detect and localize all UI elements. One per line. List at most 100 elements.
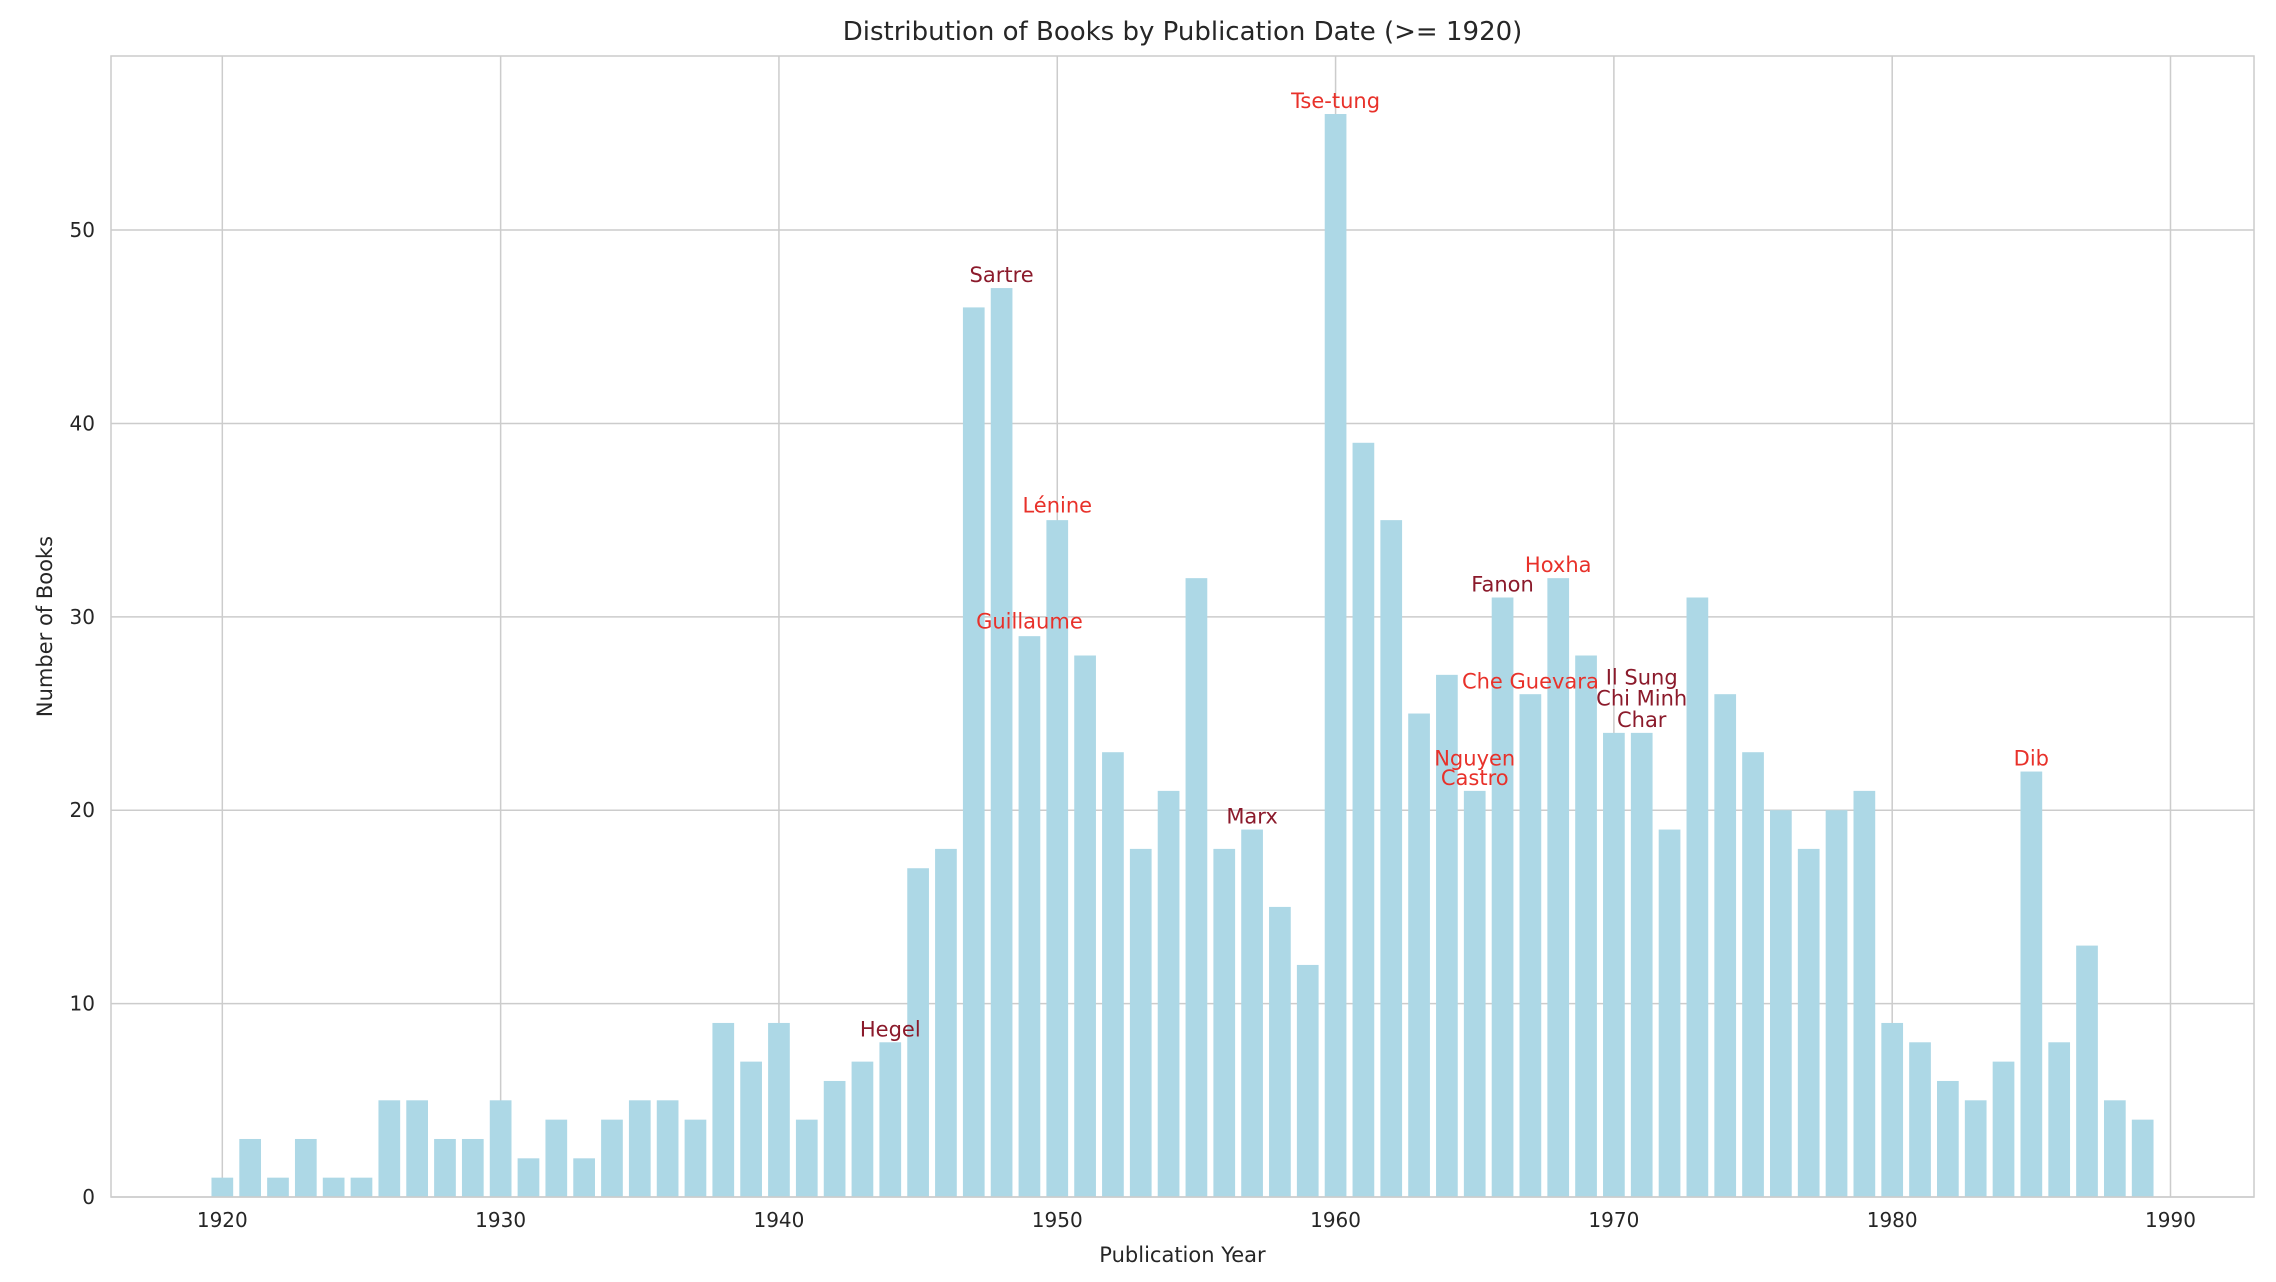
bar [1408, 713, 1430, 1197]
bar [1380, 520, 1403, 1197]
bar [1770, 810, 1792, 1197]
bar [1436, 674, 1458, 1197]
bar [1964, 1100, 1987, 1197]
bar [2076, 945, 2098, 1197]
y-tick-label: 20 [70, 798, 95, 822]
bar [461, 1138, 484, 1197]
annotations: Hegel Sartre Lénine Guillaume Marx Tse-tung Fa… [860, 89, 2049, 1041]
bar [684, 1119, 707, 1197]
bar [211, 1177, 234, 1197]
bar [1324, 114, 1347, 1197]
bar [1575, 655, 1597, 1197]
bar [545, 1119, 568, 1197]
bar [907, 868, 929, 1197]
bar [1241, 829, 1263, 1197]
bar [990, 288, 1013, 1197]
bars [211, 114, 2154, 1198]
y-tick-label: 30 [70, 605, 95, 629]
x-tick-label: 1970 [1588, 1208, 1639, 1232]
bar [1213, 848, 1236, 1197]
bar [795, 1119, 818, 1197]
bar [2131, 1119, 2154, 1197]
bar [1658, 829, 1681, 1197]
bar [294, 1138, 317, 1197]
bar [2020, 771, 2043, 1197]
bar [1269, 906, 1291, 1197]
bar [1881, 1022, 1904, 1197]
bar [1102, 752, 1124, 1197]
bar [2103, 1100, 2126, 1197]
annotation-label: Il Sung [1606, 665, 1678, 689]
bar [1853, 790, 1876, 1197]
bar [322, 1177, 345, 1197]
y-tick-label: 40 [70, 411, 95, 435]
chart-title: Distribution of Books by Publication Dat… [843, 17, 1523, 47]
bar [962, 307, 985, 1198]
bar [573, 1158, 595, 1197]
bar [851, 1061, 874, 1197]
bar [768, 1022, 790, 1197]
plot-background [111, 56, 2254, 1197]
bar [1463, 790, 1486, 1197]
annotation-label: Marx [1226, 805, 1278, 829]
grid [111, 56, 2254, 1198]
bar [1129, 848, 1152, 1197]
bar [740, 1061, 762, 1197]
bar [1018, 636, 1041, 1197]
bar [712, 1022, 735, 1197]
x-tick-label: 1930 [475, 1208, 526, 1232]
bar [1603, 732, 1625, 1197]
bar [2048, 1042, 2071, 1197]
x-tick-label: 1990 [2145, 1208, 2196, 1232]
bar [1519, 694, 1542, 1197]
annotation-label: Lénine [1022, 493, 1092, 517]
bar [1742, 752, 1764, 1197]
bar [489, 1100, 512, 1197]
ticks: 1920 1930 1940 1950 1960 1970 1980 1990 0 10 20 30 4… [70, 218, 2196, 1232]
y-tick-label: 0 [82, 1185, 95, 1209]
annotation-label: Hegel [860, 1017, 921, 1041]
plot-frame [110, 55, 2255, 1198]
x-tick-label: 1980 [1867, 1208, 1918, 1232]
annotation-label: Hoxha [1525, 553, 1592, 577]
annotation-label: Tse-tung [1290, 89, 1380, 113]
annotation-label: Fanon [1471, 573, 1534, 597]
annotation-label: Chi Minh [1596, 687, 1687, 711]
bar [935, 848, 957, 1197]
annotation-label: Sartre [970, 263, 1034, 287]
bar [1797, 848, 1820, 1197]
bar [1046, 520, 1069, 1197]
annotation-label: Guillaume [976, 609, 1083, 633]
bar [1352, 442, 1375, 1197]
bar [1686, 597, 1709, 1197]
bar [1491, 597, 1514, 1197]
bar [1992, 1061, 2015, 1197]
bar [1296, 964, 1319, 1197]
bar [823, 1080, 846, 1197]
bar [1547, 578, 1570, 1197]
bar [1825, 810, 1848, 1197]
bar [1937, 1080, 1959, 1197]
x-tick-label: 1960 [1310, 1208, 1361, 1232]
bar [1909, 1042, 1931, 1197]
bar [517, 1158, 540, 1197]
annotation-label: Char [1617, 708, 1667, 732]
bar [406, 1100, 428, 1197]
bar [1074, 655, 1096, 1197]
bar [1157, 790, 1180, 1197]
bar [267, 1177, 289, 1197]
y-axis-label: Number of Books [33, 536, 57, 717]
bar [378, 1100, 401, 1197]
annotation-label: Che Guevara [1462, 669, 1599, 693]
x-tick-label: 1940 [753, 1208, 804, 1232]
bar [239, 1138, 262, 1197]
bar [1185, 578, 1208, 1197]
bar [434, 1138, 456, 1197]
x-axis-label: Publication Year [1099, 1243, 1266, 1267]
x-tick-label: 1950 [1032, 1208, 1083, 1232]
y-tick-label: 50 [70, 218, 95, 242]
bar [1714, 694, 1737, 1197]
x-tick-label: 1920 [197, 1208, 248, 1232]
bar [628, 1100, 651, 1197]
bar [1630, 732, 1653, 1197]
